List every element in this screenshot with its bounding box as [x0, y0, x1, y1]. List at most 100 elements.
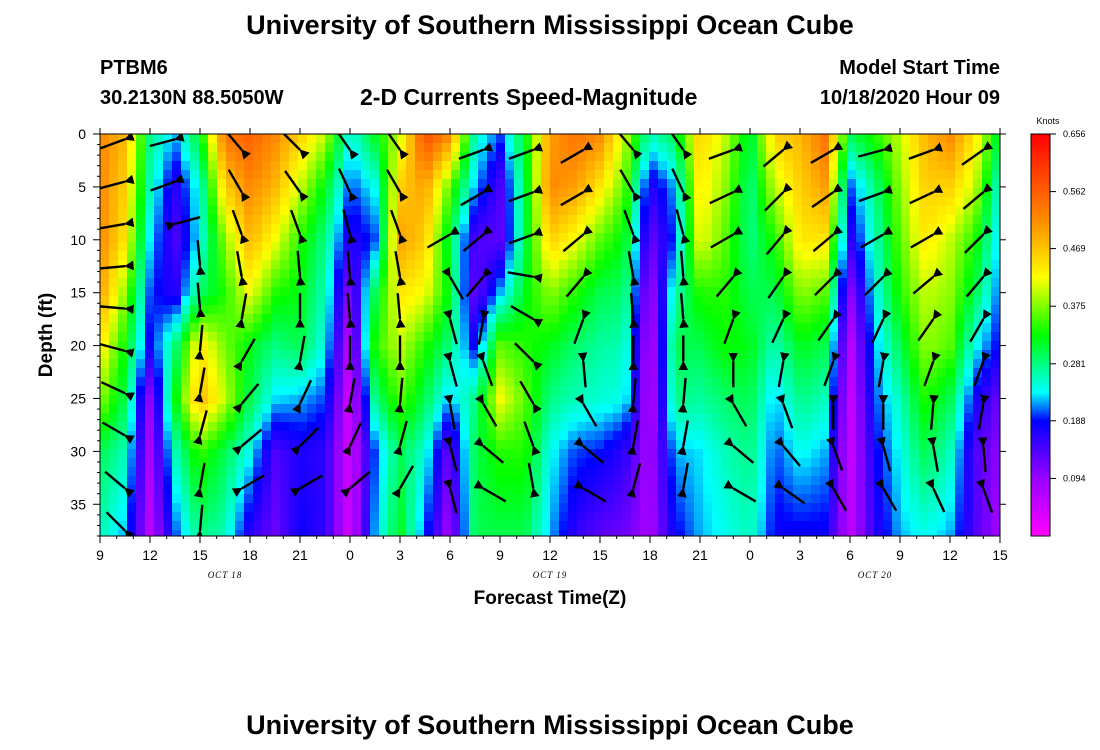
- heat-cell: [253, 305, 263, 315]
- heat-cell: [775, 386, 785, 396]
- heat-cell: [874, 224, 884, 234]
- heat-cell: [919, 179, 929, 189]
- heat-cell: [352, 395, 362, 405]
- heat-cell: [415, 431, 425, 441]
- heat-cell: [820, 485, 830, 495]
- heat-cell: [550, 134, 560, 144]
- heat-cell: [892, 377, 902, 387]
- heat-cell: [343, 413, 353, 423]
- heat-cell: [307, 350, 317, 360]
- heat-cell: [199, 134, 209, 144]
- heat-cell: [739, 332, 749, 342]
- heat-cell: [604, 341, 614, 351]
- heat-cell: [604, 440, 614, 450]
- heat-cell: [901, 314, 911, 324]
- heat-cell: [505, 440, 515, 450]
- heat-cell: [217, 377, 227, 387]
- heat-cell: [199, 269, 209, 279]
- heat-cell: [577, 170, 587, 180]
- heat-cell: [307, 242, 317, 252]
- heat-cell: [964, 224, 974, 234]
- heat-cell: [109, 530, 119, 536]
- heat-cell: [757, 251, 767, 261]
- heat-cell: [127, 512, 137, 522]
- heat-cell: [604, 152, 614, 162]
- x-tick-label: 12: [542, 547, 558, 563]
- heat-cell: [676, 188, 686, 198]
- heat-cell: [550, 197, 560, 207]
- heat-cell: [685, 494, 695, 504]
- heat-cell: [154, 134, 164, 144]
- current-vector: [629, 293, 639, 329]
- heat-cell: [919, 170, 929, 180]
- heat-cell: [982, 377, 992, 387]
- heat-cell: [550, 359, 560, 369]
- heat-cell: [289, 341, 299, 351]
- heat-cell: [397, 530, 407, 536]
- heat-cell: [667, 440, 677, 450]
- heat-cell: [163, 503, 173, 513]
- heat-cell: [307, 503, 317, 513]
- heat-cell: [811, 395, 821, 405]
- heat-cell: [352, 260, 362, 270]
- heat-cell: [928, 206, 938, 216]
- heat-cell: [577, 476, 587, 486]
- heat-cell: [766, 134, 776, 144]
- heat-cell: [802, 458, 812, 468]
- heat-cell: [595, 503, 605, 513]
- heat-cell: [478, 467, 488, 477]
- current-vector: [391, 465, 415, 499]
- heat-cell: [361, 206, 371, 216]
- heat-cell: [406, 287, 416, 297]
- heat-cell: [361, 287, 371, 297]
- x-tick-label: 21: [692, 547, 708, 563]
- heat-cell: [577, 521, 587, 531]
- heat-cell: [325, 134, 335, 144]
- heat-cell: [937, 332, 947, 342]
- heat-cell: [163, 143, 173, 153]
- heat-cell: [487, 287, 497, 297]
- heat-cell: [460, 431, 470, 441]
- heat-cell: [874, 242, 884, 252]
- current-vector: [345, 250, 356, 286]
- heat-cell: [415, 287, 425, 297]
- heat-cell: [775, 530, 785, 536]
- heat-cell: [226, 143, 236, 153]
- heat-cell: [181, 422, 191, 432]
- heat-cell: [694, 404, 704, 414]
- heat-cell: [523, 188, 533, 198]
- heat-cell: [361, 377, 371, 387]
- heat-cell: [226, 359, 236, 369]
- heat-cell: [919, 323, 929, 333]
- heat-cell: [910, 305, 920, 315]
- heat-cell: [811, 170, 821, 180]
- heat-cell: [541, 449, 551, 459]
- heat-cell: [298, 476, 308, 486]
- heat-cell: [136, 251, 146, 261]
- heat-cell: [568, 359, 578, 369]
- heat-cell: [892, 359, 902, 369]
- heat-cell: [307, 467, 317, 477]
- heat-cell: [487, 512, 497, 522]
- heat-cell: [577, 233, 587, 243]
- heat-cell: [703, 521, 713, 531]
- heat-cell: [973, 287, 983, 297]
- heat-cell: [379, 485, 389, 495]
- heat-cell: [226, 530, 236, 536]
- heat-cell: [523, 431, 533, 441]
- heat-cell: [253, 269, 263, 279]
- heat-cell: [838, 377, 848, 387]
- heat-cell: [604, 458, 614, 468]
- heat-cell: [658, 467, 668, 477]
- heat-cell: [136, 521, 146, 531]
- heat-cell: [577, 332, 587, 342]
- heat-cell: [811, 296, 821, 306]
- heat-cell: [829, 476, 839, 486]
- heat-cell: [550, 215, 560, 225]
- heat-cell: [604, 170, 614, 180]
- heat-cell: [946, 467, 956, 477]
- heat-cell: [757, 242, 767, 252]
- heat-cell: [541, 188, 551, 198]
- heat-cell: [145, 413, 155, 423]
- heat-cell: [892, 521, 902, 531]
